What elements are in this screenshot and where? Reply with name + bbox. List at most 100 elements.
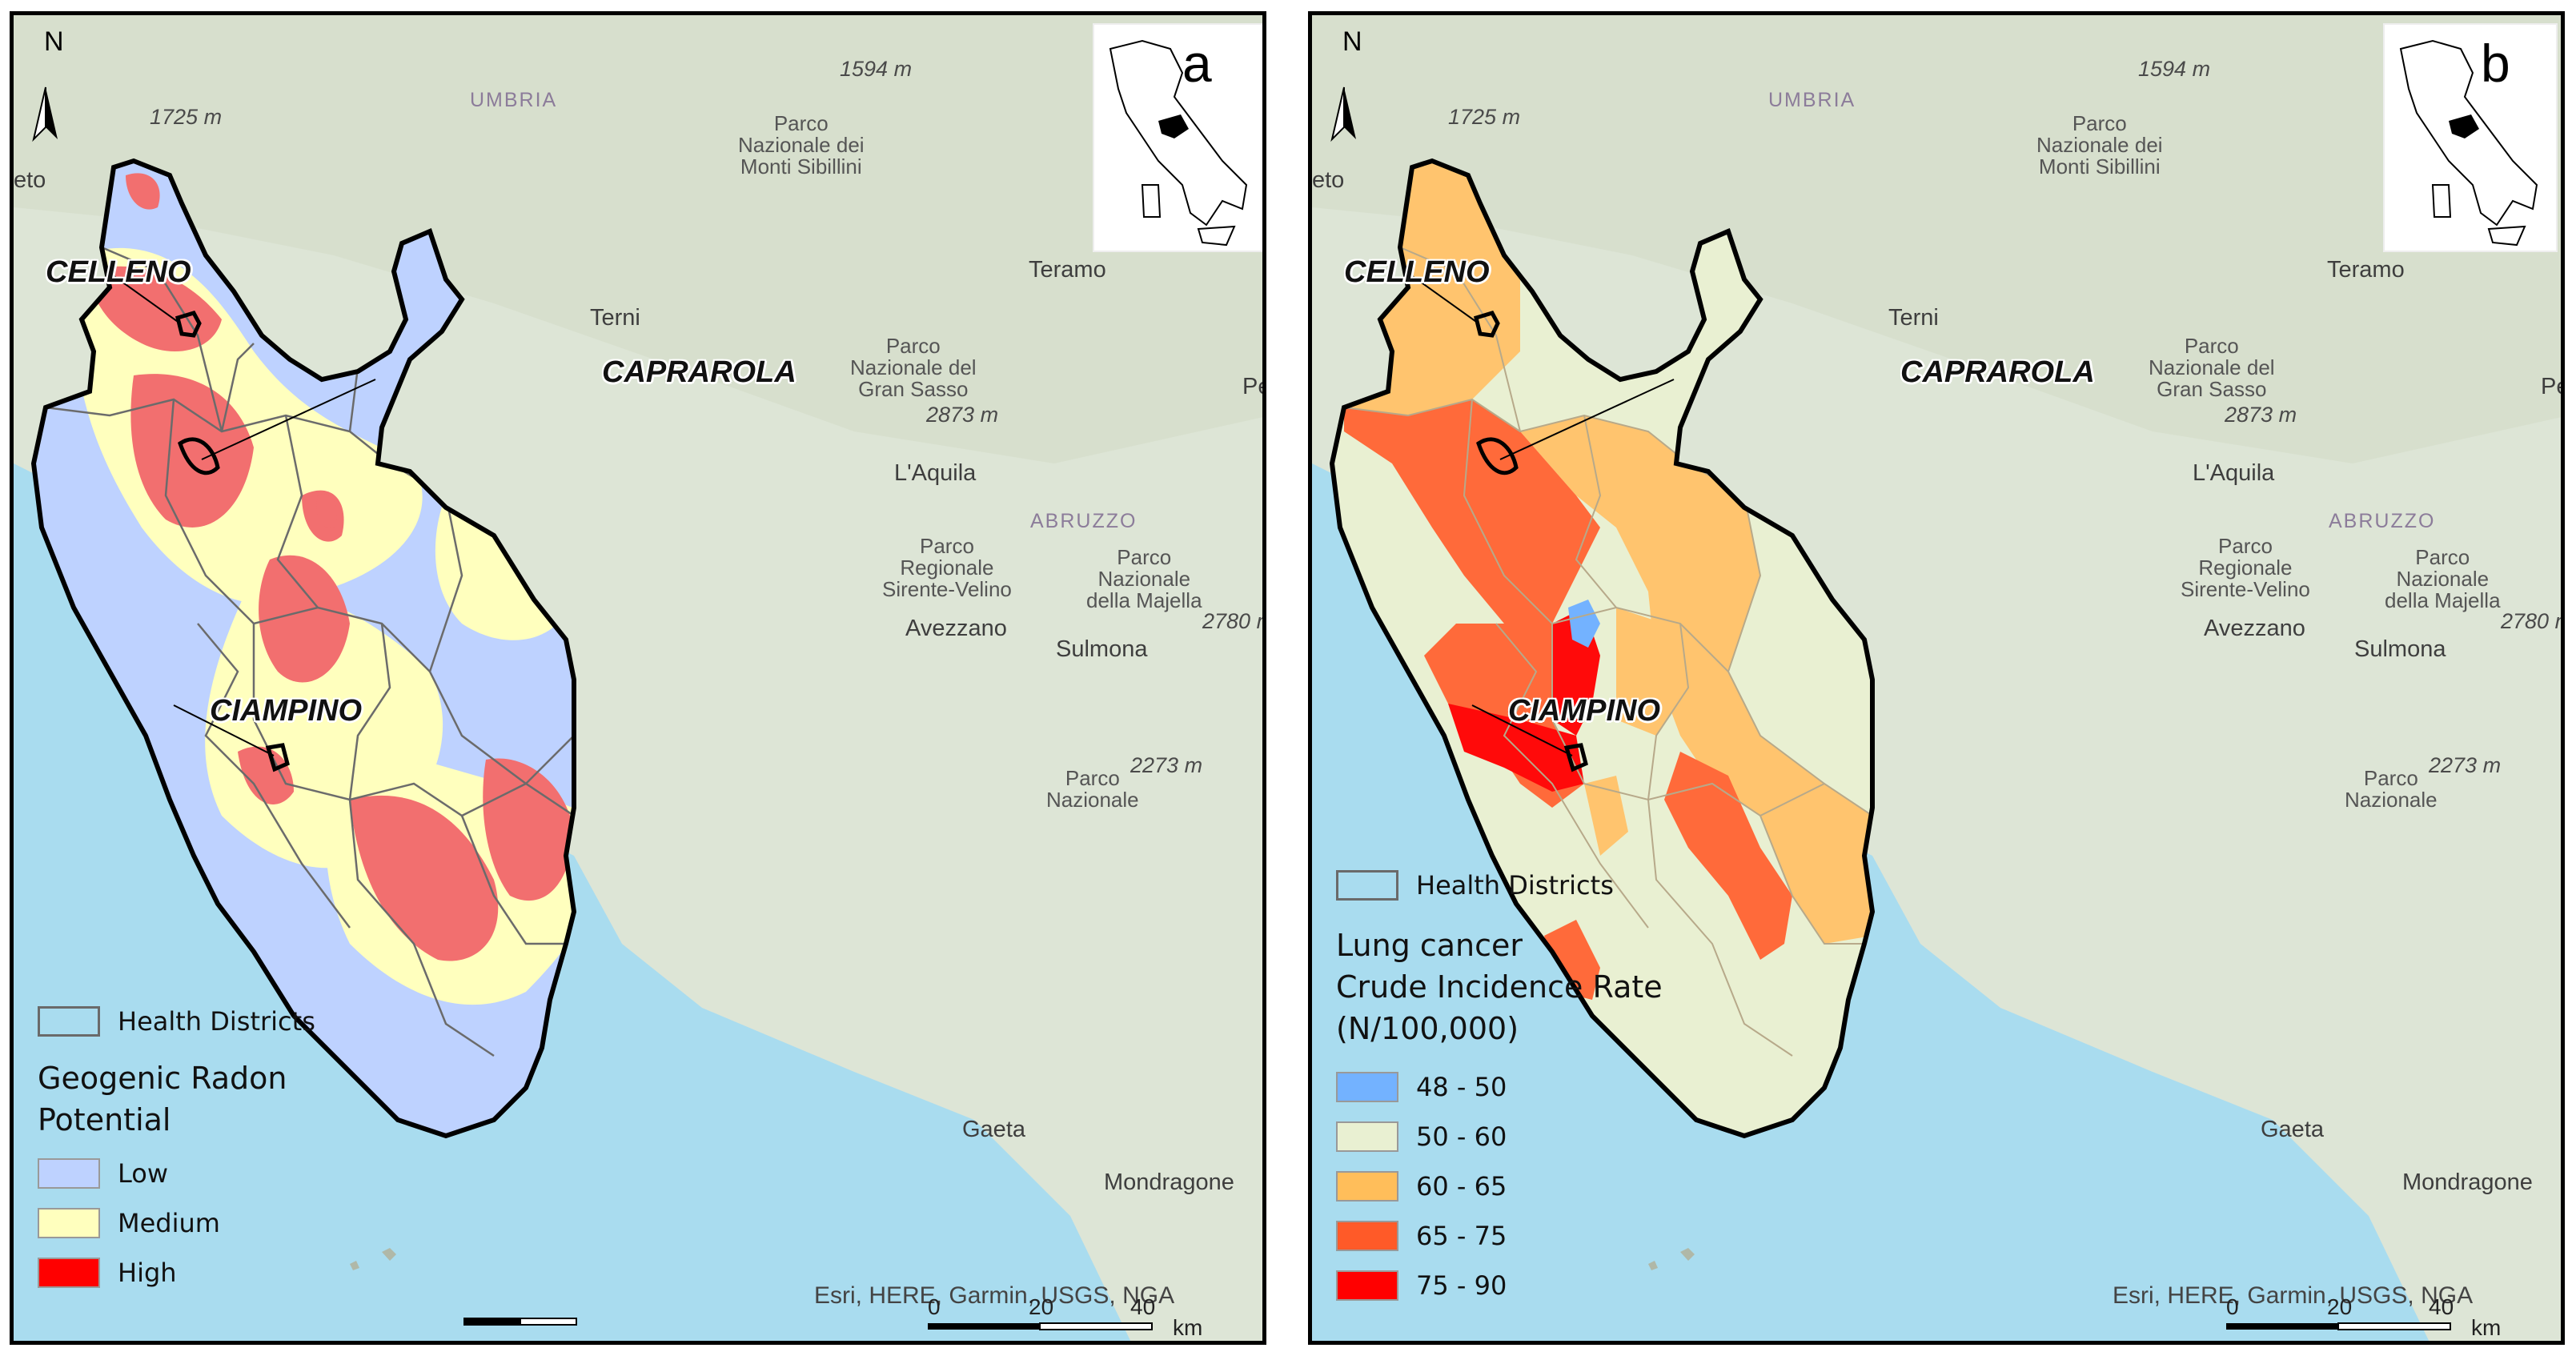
italy-outline-icon — [1109, 39, 1248, 247]
place-eto: eto — [1312, 167, 1345, 193]
map-panel-a: a N UMBRIA ABRUZZO Terni Teramo L'Aquila… — [10, 11, 1266, 1345]
district-swatch — [38, 1006, 100, 1037]
elevation-label: 1725 m — [1448, 105, 1521, 129]
elevation-label: 1594 m — [840, 57, 913, 81]
place-pe: Pe — [2541, 374, 2561, 399]
north-arrow-icon — [32, 86, 58, 142]
celleno-leader — [109, 272, 181, 324]
legend-item-60-65: 60 - 65 — [1336, 1161, 1663, 1211]
map-credit: Esri, HERE, Garmin, USGS, NGA — [2113, 1282, 2474, 1309]
legend-swatch — [38, 1208, 100, 1238]
place-terni: Terni — [1888, 305, 1939, 331]
legend: Health Districts Lung cancer Crude Incid… — [1336, 861, 1663, 1310]
legend-label: 48 - 50 — [1416, 1072, 1507, 1102]
incidence-65-75-area — [1664, 752, 1792, 960]
park-label: Parco Nazionale del Gran Sasso — [850, 334, 977, 401]
park-label: Parco Nazionale — [1046, 766, 1139, 812]
scale-tick: 40 — [2429, 1294, 2454, 1319]
scale-bar — [928, 1322, 1153, 1330]
island — [382, 1248, 396, 1261]
elevation-label: 2780 m — [1202, 609, 1262, 633]
panel-letter: a — [1182, 34, 1212, 93]
town-celleno: CELLENO — [46, 255, 191, 289]
island — [1680, 1248, 1695, 1261]
legend-swatch — [1336, 1171, 1398, 1202]
legend-item-low: Low — [38, 1149, 315, 1198]
legend-item-48-50: 48 - 50 — [1336, 1062, 1663, 1112]
place-teramo: Teramo — [2327, 257, 2405, 283]
celleno-leader — [1407, 272, 1479, 324]
terrain-shading — [1312, 15, 2561, 463]
elevation-label: 2873 m — [926, 403, 999, 427]
incidence-map — [1312, 15, 2561, 1341]
panel-letter: b — [2481, 34, 2510, 93]
legend-swatch — [1336, 1072, 1398, 1102]
legend-label: Low — [118, 1158, 169, 1189]
place-avezzano: Avezzano — [2204, 616, 2305, 641]
italy-outline-icon — [2399, 39, 2538, 247]
region-label-abruzzo: ABRUZZO — [2329, 510, 2436, 532]
caprarola-outline — [178, 437, 220, 475]
legend-swatch — [1336, 1270, 1398, 1301]
legend-districts-label: Health Districts — [118, 1006, 315, 1037]
legend-districts: Health Districts — [1336, 861, 1663, 910]
scale-unit: km — [1173, 1315, 1203, 1340]
park-label: Parco Nazionale — [2345, 766, 2438, 812]
lazio-border — [1329, 158, 1876, 1139]
radon-high-area — [316, 494, 337, 528]
district-swatch — [1336, 870, 1398, 901]
legend-label: 50 - 60 — [1416, 1121, 1507, 1152]
place-eto: eto — [14, 167, 46, 193]
elevation-label: 2273 m — [1130, 753, 1203, 777]
legend-swatch — [1336, 1121, 1398, 1152]
health-district-lines — [45, 246, 574, 1057]
legend-label: High — [118, 1258, 177, 1288]
place-gaeta: Gaeta — [962, 1117, 1025, 1142]
caprarola-leader — [1499, 379, 1675, 460]
legend-label: 60 - 65 — [1416, 1171, 1507, 1202]
celleno-outline — [1473, 311, 1500, 338]
north-arrow-icon — [1330, 86, 1356, 142]
town-celleno: CELLENO — [1344, 255, 1490, 289]
legend-swatch — [38, 1158, 100, 1189]
park-label: Parco Nazionale del Gran Sasso — [2149, 334, 2275, 401]
elevation-label: 1725 m — [150, 105, 223, 129]
caprarola-leader — [201, 379, 376, 460]
place-mondragone: Mondragone — [1104, 1169, 1234, 1195]
legend-label: 75 - 90 — [1416, 1270, 1507, 1301]
incidence-60-65-area — [1520, 415, 1872, 944]
park-label: Parco Nazionale della Majella — [2385, 545, 2501, 612]
place-laquila: L'Aquila — [2193, 460, 2275, 486]
incidence-60-65-area — [1584, 776, 1628, 856]
scale-tick: 40 — [1130, 1294, 1156, 1319]
legend-swatch — [38, 1258, 100, 1288]
radon-high-area — [86, 266, 222, 351]
ciampino-outline — [265, 743, 290, 772]
park-label: Parco Nazionale dei Monti Sibillini — [738, 111, 865, 179]
legend-title: Lung cancer Crude Incidence Rate (N/100,… — [1336, 928, 1663, 1046]
elevation-label: 2780 m — [2501, 609, 2561, 633]
legend-item-50-60: 50 - 60 — [1336, 1112, 1663, 1161]
scale-bar — [2226, 1322, 2451, 1330]
legend-districts-label: Health Districts — [1416, 870, 1614, 901]
radon-high-area — [126, 173, 160, 210]
legend-label: Medium — [118, 1208, 220, 1238]
legend-item-medium: Medium — [38, 1198, 315, 1248]
radon-high-area — [130, 374, 254, 528]
legend-title: Geogenic Radon Potential — [38, 1061, 287, 1137]
elevation-label: 1594 m — [2138, 57, 2211, 81]
scale-tick: 0 — [2226, 1294, 2239, 1319]
island — [350, 1261, 359, 1270]
radon-map — [14, 15, 1262, 1341]
region-label-umbria: UMBRIA — [470, 89, 558, 111]
lazio-border — [30, 158, 577, 1139]
park-label: Parco Regionale Sirente-Velino — [882, 534, 1012, 601]
scale-unit: km — [2471, 1315, 2502, 1340]
park-label: Parco Nazionale della Majella — [1086, 545, 1202, 612]
ciampino-leader — [1471, 704, 1573, 756]
town-caprarola: CAPRAROLA — [602, 355, 796, 389]
map-credit: Esri, HERE, Garmin, USGS, NGA — [814, 1282, 1175, 1309]
radon-potential-layer — [34, 161, 574, 1136]
legend: Health Districts Geogenic Radon Potentia… — [38, 997, 315, 1298]
incidence-60-65-area — [1616, 608, 1688, 736]
